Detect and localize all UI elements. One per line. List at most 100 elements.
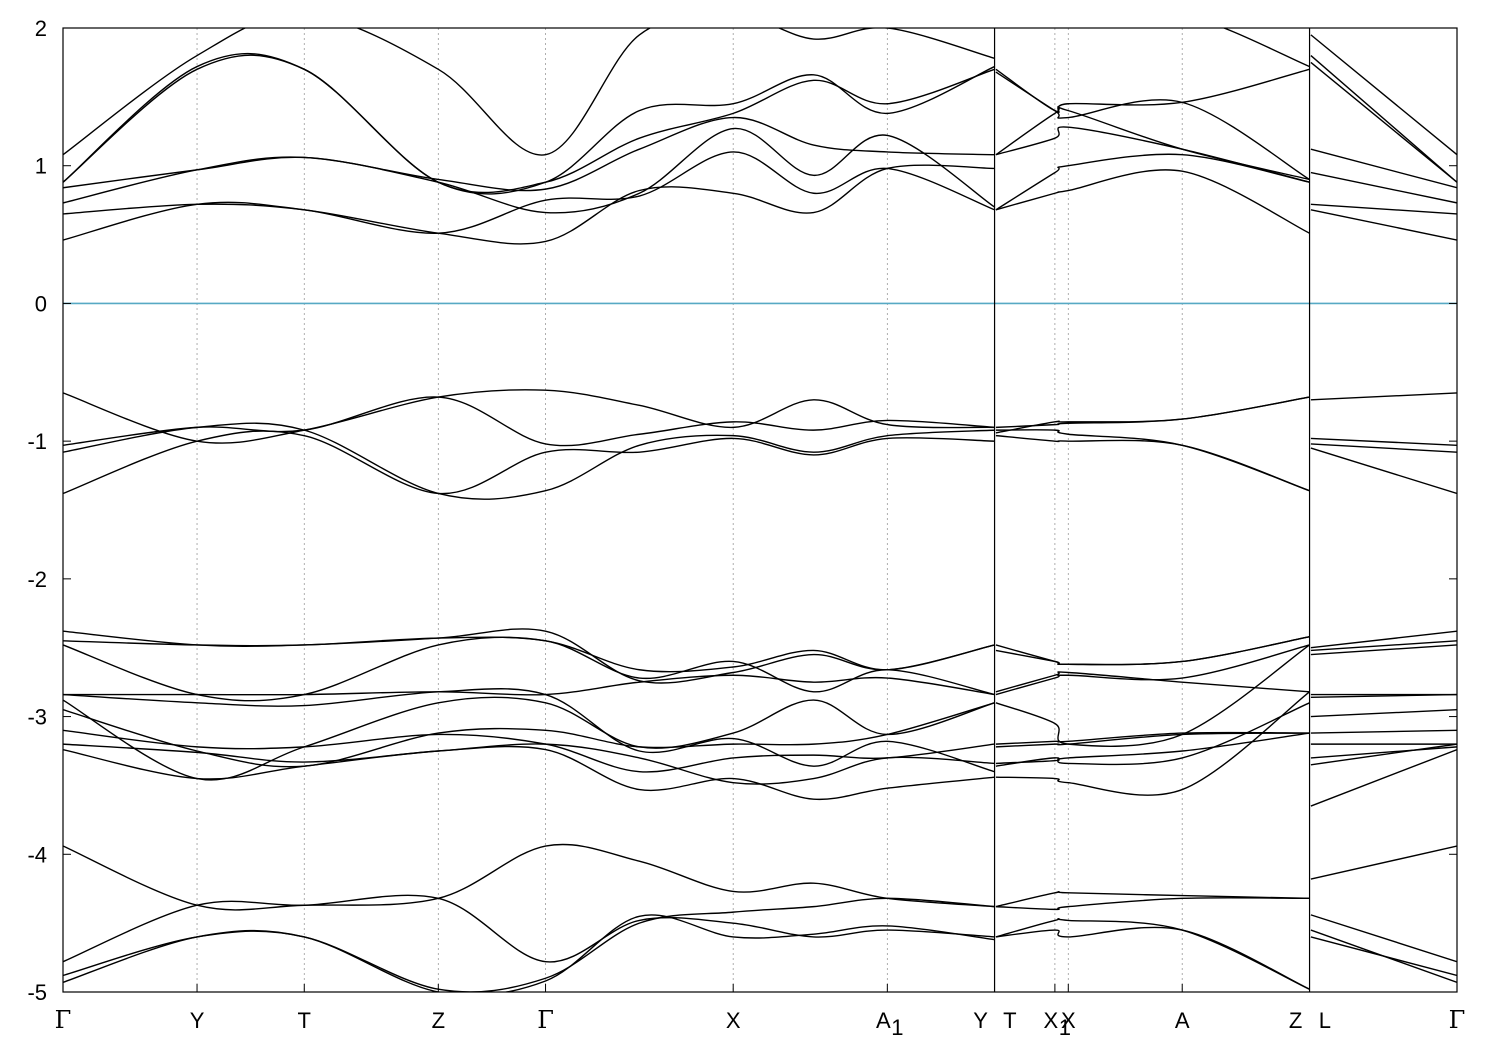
band-line [1310,437,1457,446]
band-line [995,396,1310,434]
band-line [63,54,995,195]
band-line [63,696,995,781]
kpoint-label: Z [432,1008,445,1033]
x-axis-kpoint-labels: Γ Y T Z Γ X A 1 Y T X 1X A Z L Γ [55,984,1466,1040]
kpoint-label: Γ [1449,1006,1466,1034]
band-line [1310,644,1457,656]
kpoint-label: X [1061,1008,1076,1033]
band-lines [63,28,1457,992]
band-line [63,743,995,785]
band-line [995,897,1310,911]
band-line [63,843,995,911]
y-tick-label: -5 [27,980,47,1005]
band-line [995,731,1310,745]
band-line [995,644,1310,696]
band-line [1310,936,1457,977]
band-line [1310,171,1457,204]
band-line [1310,729,1457,734]
band-line [63,628,995,684]
y-tick-label: -3 [27,705,47,730]
kpoint-label: Y [190,1008,205,1033]
band-line [1310,148,1457,189]
band-line [63,745,995,801]
band-line [1310,443,1457,453]
band-line [995,153,1310,211]
band-line [63,674,995,696]
band-line [63,636,995,702]
band-line [995,68,1310,113]
band-line [63,127,995,214]
kpoint-label: Γ [55,1006,72,1034]
kpoint-label: T [1003,1008,1016,1033]
kpoint-label: A [876,1008,891,1033]
y-axis-ticks: -5 -4 -3 -2 -1 0 1 2 [27,16,1457,1005]
band-line [63,164,995,245]
kpoint-label: A [1175,1008,1190,1033]
band-line [63,729,995,773]
kpoint-label-subscript: 1 [891,1015,903,1040]
band-line [63,894,995,963]
kpoint-label: X [1044,1008,1059,1033]
band-line [1310,61,1457,183]
band-line [1310,743,1457,766]
band-line [1310,55,1457,183]
band-line [1310,708,1457,718]
band-line [1310,746,1457,759]
band-line [1310,34,1457,156]
band-line [63,702,995,768]
band-line [63,897,995,992]
band-line [63,116,995,192]
y-tick-label: 1 [35,154,47,179]
y-tick-label: 0 [35,291,47,316]
band-line [995,644,1310,747]
band-line [1310,845,1457,880]
kpoint-label: Z [1289,1008,1302,1033]
band-line [995,636,1310,666]
band-line [995,169,1310,234]
band-line [63,151,995,234]
y-tick-label: 2 [35,16,47,41]
band-line [1310,640,1457,652]
path-break-lines [993,28,1311,992]
band-line [995,918,1310,990]
band-line [995,926,1310,990]
band-line [63,52,995,194]
band-line [995,702,1310,767]
band-line [995,636,1310,666]
band-line [63,688,995,773]
kpoint-label: L [1319,1008,1331,1033]
band-line [1310,209,1457,241]
band-line [1310,914,1457,963]
band-line [63,396,995,447]
band-line [63,422,995,500]
band-line [1222,28,1310,68]
band-line [63,389,995,444]
kpoint-label: T [298,1008,311,1033]
y-tick-label: -2 [27,567,47,592]
kpoint-label-subscript: 1 [1059,1015,1071,1040]
band-line [995,671,1310,693]
kpoint-gridlines [196,28,1183,992]
band-line [63,28,995,156]
band-line [1310,392,1457,401]
band-line [995,396,1310,429]
band-line [63,430,995,495]
band-line [63,636,995,673]
kpoint-label: X [726,1008,741,1033]
band-line [995,691,1310,796]
band-line [1310,630,1457,649]
band-line [995,891,1310,908]
band-line [995,71,1310,181]
band-line [995,429,1310,492]
band-line [1310,203,1457,215]
kpoint-label: Γ [537,1006,554,1034]
kpoint-label: Y [973,1008,988,1033]
y-tick-label: -4 [27,842,47,867]
band-line [1310,447,1457,495]
band-line [995,434,1310,492]
y-tick-label: -1 [27,429,47,454]
plot-frame [62,27,1458,993]
band-line [995,732,1310,765]
band-line [1310,748,1457,807]
